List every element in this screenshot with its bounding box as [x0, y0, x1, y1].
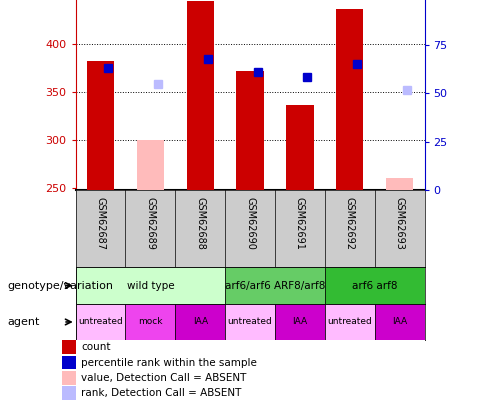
Text: untreated: untreated — [78, 318, 123, 326]
Text: count: count — [81, 342, 111, 352]
Bar — [186, 1, 214, 190]
Bar — [62, 386, 76, 400]
Text: GSM62689: GSM62689 — [145, 196, 155, 249]
Text: value, Detection Call = ABSENT: value, Detection Call = ABSENT — [81, 373, 246, 383]
Bar — [325, 304, 375, 340]
Bar — [286, 105, 314, 190]
Text: agent: agent — [7, 317, 40, 327]
Text: untreated: untreated — [228, 318, 272, 326]
Text: percentile rank within the sample: percentile rank within the sample — [81, 358, 257, 368]
Bar — [225, 267, 325, 304]
Text: GSM62690: GSM62690 — [245, 196, 255, 249]
Bar — [336, 9, 364, 190]
Text: untreated: untreated — [327, 318, 372, 326]
Bar — [62, 371, 76, 385]
Text: mock: mock — [138, 318, 163, 326]
Text: IAA: IAA — [292, 318, 307, 326]
Text: GSM62693: GSM62693 — [395, 196, 405, 249]
Bar — [137, 140, 164, 190]
Text: genotype/variation: genotype/variation — [7, 281, 113, 290]
Bar — [386, 178, 413, 190]
Text: wild type: wild type — [126, 281, 174, 290]
Bar — [225, 304, 275, 340]
Text: GSM62691: GSM62691 — [295, 196, 305, 249]
Bar — [375, 304, 425, 340]
Text: GSM62688: GSM62688 — [195, 196, 205, 249]
Bar — [325, 267, 425, 304]
Bar — [62, 356, 76, 369]
Text: IAA: IAA — [392, 318, 407, 326]
Text: arf6 arf8: arf6 arf8 — [352, 281, 397, 290]
Text: arf6/arf6 ARF8/arf8: arf6/arf6 ARF8/arf8 — [225, 281, 325, 290]
Text: IAA: IAA — [193, 318, 208, 326]
Text: GSM62692: GSM62692 — [345, 196, 355, 249]
Bar — [125, 304, 175, 340]
Bar — [275, 304, 325, 340]
Bar — [62, 340, 76, 354]
Bar — [76, 267, 225, 304]
Text: GSM62687: GSM62687 — [96, 196, 105, 249]
Bar — [236, 71, 264, 190]
Bar — [87, 62, 114, 190]
Text: rank, Detection Call = ABSENT: rank, Detection Call = ABSENT — [81, 388, 242, 398]
Bar — [76, 304, 125, 340]
Bar — [175, 304, 225, 340]
